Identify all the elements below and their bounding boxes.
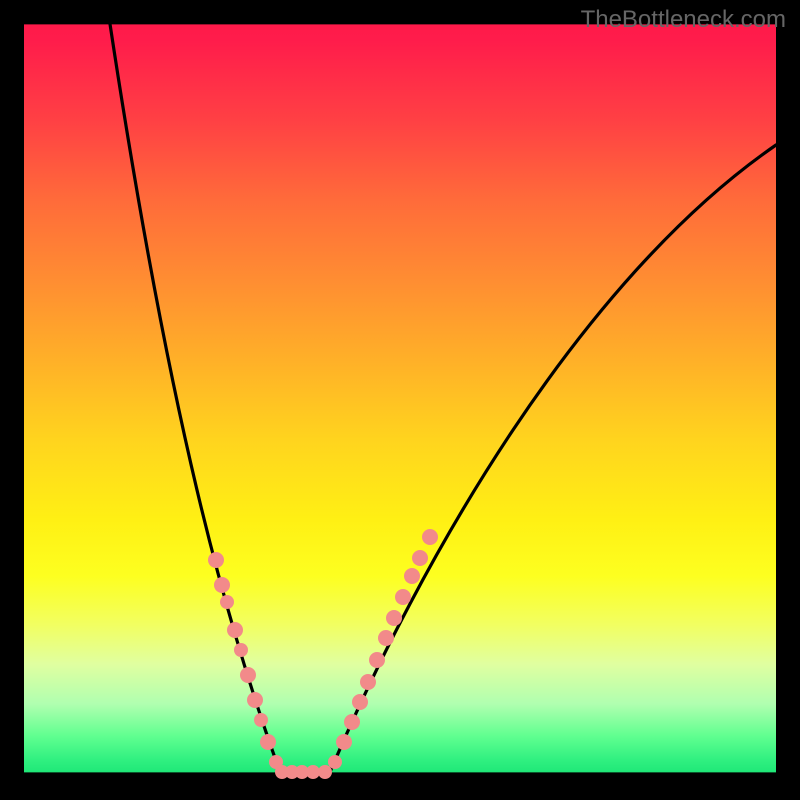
marker-dot (386, 610, 402, 626)
marker-dot (208, 552, 224, 568)
marker-dot (306, 765, 320, 779)
marker-dot (214, 577, 230, 593)
marker-dot (328, 755, 342, 769)
marker-dot (344, 714, 360, 730)
marker-dot (369, 652, 385, 668)
marker-dot (318, 765, 332, 779)
border-bottom (0, 776, 800, 800)
marker-dot (404, 568, 420, 584)
border-left (0, 0, 24, 800)
marker-dot (260, 734, 276, 750)
watermark-text: TheBottleneck.com (581, 6, 786, 34)
marker-dot (412, 550, 428, 566)
marker-dot (378, 630, 394, 646)
marker-dot (360, 674, 376, 690)
marker-dot (336, 734, 352, 750)
marker-dot (422, 529, 438, 545)
marker-dot (247, 692, 263, 708)
marker-dot (220, 595, 234, 609)
marker-dot (227, 622, 243, 638)
marker-dot (395, 589, 411, 605)
plot-background (0, 0, 800, 800)
marker-dot (240, 667, 256, 683)
marker-dot (234, 643, 248, 657)
marker-dot (352, 694, 368, 710)
marker-dot (254, 713, 268, 727)
bottleneck-chart: TheBottleneck.com (0, 0, 800, 800)
chart-svg (0, 0, 800, 800)
border-right (776, 0, 800, 800)
